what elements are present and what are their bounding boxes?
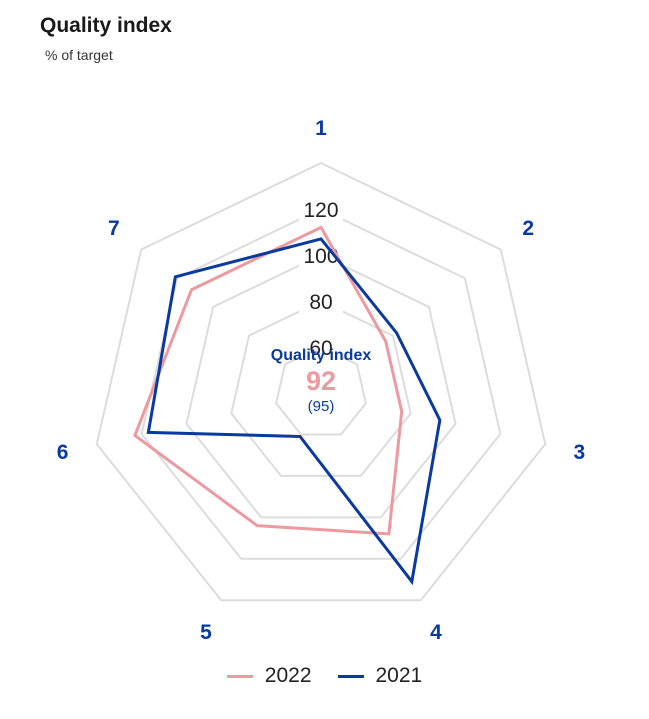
legend-item-2021: 2021: [337, 664, 423, 688]
legend: 2022 2021: [0, 664, 649, 688]
grid-ring-100: [185, 253, 457, 519]
tick-label-bg-120: [299, 195, 343, 223]
center-title: Quality index: [271, 347, 372, 364]
legend-label-2021: 2021: [375, 664, 423, 687]
axis-label-4: 4: [430, 621, 442, 644]
axis-label-2: 2: [522, 217, 534, 240]
grid-ring-140: [95, 161, 547, 602]
tick-label-bg-60: [299, 333, 343, 361]
tick-label-120: 120: [303, 199, 338, 222]
axis-label-1: 1: [315, 117, 327, 140]
series-line-2022: [133, 225, 404, 536]
center-value: 92: [306, 366, 336, 396]
chart-title: Quality index: [40, 14, 172, 37]
grid-ring-60: [275, 345, 367, 436]
legend-label-2022: 2022: [264, 664, 312, 687]
legend-swatch-2022: [226, 674, 253, 678]
radar-axis-labels: 1 2 3 4 5 6 7: [57, 117, 585, 644]
grid-ring-80: [230, 299, 412, 477]
axis-label-6: 6: [57, 441, 69, 464]
legend-item-2022: 2022: [226, 664, 312, 688]
axis-label-7: 7: [108, 217, 120, 240]
legend-swatch-2021: [337, 674, 364, 678]
series-line-2021: [146, 237, 442, 586]
center-previous-value: (95): [308, 398, 335, 415]
tick-label-60: 60: [309, 337, 332, 360]
tick-label-bg-80: [299, 287, 343, 315]
axis-label-3: 3: [574, 441, 586, 464]
tick-label-80: 80: [309, 291, 332, 314]
radar-grid: [95, 161, 547, 602]
radar-series: [133, 225, 442, 586]
chart-subtitle: % of target: [45, 47, 113, 63]
axis-label-5: 5: [200, 621, 212, 644]
